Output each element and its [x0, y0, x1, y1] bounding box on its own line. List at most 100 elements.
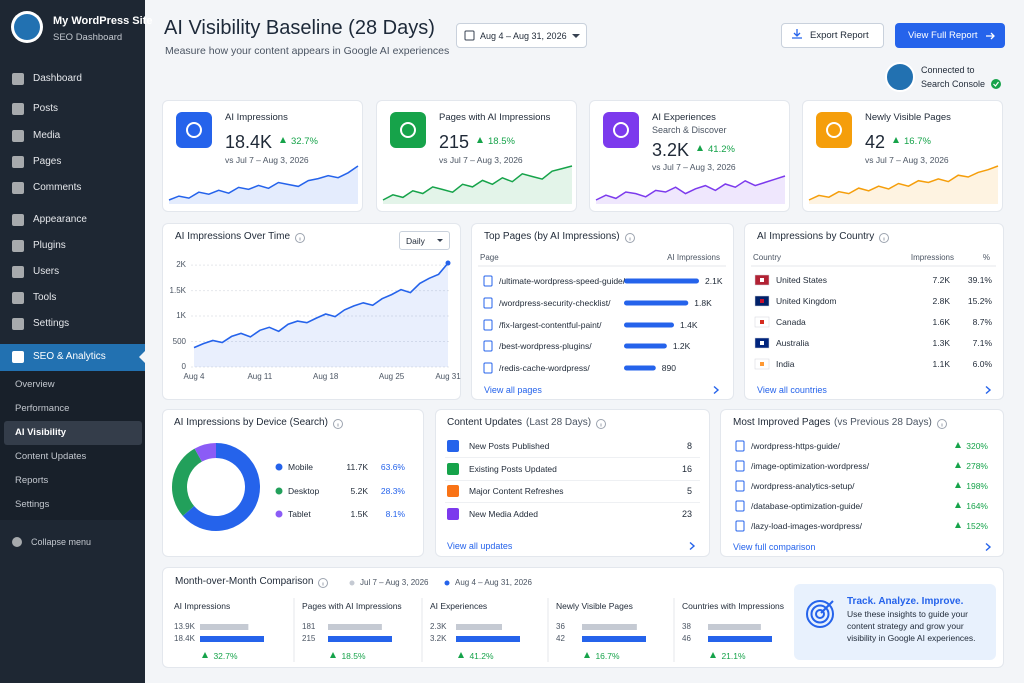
page-path[interactable]: /best-wordpress-plugins/ — [499, 341, 592, 351]
page-change: 164% — [688, 497, 988, 515]
promo-text: Use these insights to guide your content… — [847, 609, 976, 643]
view-all-link[interactable]: View all countries — [757, 385, 827, 395]
kpi-value: 18.4K — [225, 132, 273, 152]
column-header: Country — [753, 253, 782, 262]
menu-item[interactable]: Appearance — [33, 214, 87, 225]
update-label: New Media Added — [469, 509, 538, 519]
country-share: 39.1% — [967, 275, 992, 285]
legend-label: Mobile — [288, 462, 314, 472]
metric-name: AI Impressions — [174, 601, 231, 611]
y-tick-label: 2K — [176, 260, 186, 270]
page-path[interactable]: /wordpress-security-checklist/ — [499, 298, 611, 308]
update-count: 5 — [686, 486, 692, 496]
y-tick-label: 1.5K — [169, 285, 186, 295]
content-updates-card — [435, 409, 710, 557]
connected-check-mark — [993, 81, 999, 87]
date-picker — [456, 23, 587, 48]
submenu-item[interactable]: Performance — [15, 403, 70, 414]
legend-label: Tablet — [288, 509, 311, 519]
legend-label: Desktop — [288, 486, 320, 496]
card-title: Top Pages (by AI Impressions) — [484, 231, 620, 242]
previous-label: 181 — [302, 622, 316, 631]
date-range[interactable]: Aug 4 – Aug 31, 2026 — [480, 31, 567, 41]
device-share: 8.1% — [385, 509, 405, 519]
menu-item[interactable]: Posts — [33, 103, 59, 114]
update-count: 8 — [686, 441, 692, 451]
current-label: 3.2K — [430, 634, 447, 643]
view-all-link[interactable]: View all updates — [447, 541, 513, 551]
menu-item[interactable]: Pages — [33, 156, 62, 167]
column-header: % — [982, 253, 990, 262]
country-card — [744, 223, 1004, 400]
view-all-link[interactable]: View all pages — [484, 385, 542, 395]
value-label: 2.1K — [705, 276, 723, 286]
chart-title: AI Impressions Over Time — [175, 231, 291, 242]
view-all-link[interactable]: View full comparison — [733, 542, 816, 552]
menu-item[interactable]: Tools — [33, 292, 57, 303]
promo-title: Track. Analyze. Improve. — [847, 596, 964, 607]
submenu-item[interactable]: Content Updates — [15, 451, 87, 462]
menu-item[interactable]: Users — [33, 266, 60, 277]
column-header: Page — [480, 253, 499, 262]
kpi-change: 18.5% — [477, 133, 515, 151]
console-logo — [885, 62, 915, 92]
kpi-title: Pages with AI Impressions — [439, 112, 551, 123]
site-name: My WordPress Site — [53, 15, 153, 27]
submenu-item[interactable]: Reports — [15, 475, 49, 486]
kpi-change: 41.2% — [697, 141, 735, 159]
update-count: 23 — [681, 509, 692, 519]
menu-item[interactable]: Dashboard — [33, 73, 82, 84]
submenu-item[interactable]: AI Visibility — [15, 427, 67, 438]
country-name: United Kingdom — [776, 296, 837, 306]
period-select-label[interactable]: Daily — [406, 236, 425, 246]
menu-item[interactable]: Media — [33, 130, 61, 141]
current-label: 18.4K — [174, 634, 195, 643]
page-change: 320% — [688, 437, 988, 455]
kpi-change: 16.7% — [893, 133, 931, 151]
column-header: Impressions — [910, 253, 954, 262]
country-share: 15.2% — [967, 296, 992, 306]
site-tagline: SEO Dashboard — [53, 32, 123, 43]
submenu-item[interactable]: Overview — [15, 379, 55, 390]
country-name: United States — [776, 275, 828, 285]
kpi-title: AI Experiences — [652, 112, 716, 123]
export-report[interactable]: Export Report — [810, 30, 869, 41]
page-change: 152% — [688, 517, 988, 535]
submenu-item[interactable]: Settings — [15, 499, 50, 510]
x-tick-label: Aug 25 — [378, 372, 405, 381]
menu-item[interactable]: Settings — [33, 318, 70, 329]
country-share: 6.0% — [972, 359, 992, 369]
submenu-active — [4, 421, 142, 445]
country-name: India — [776, 359, 795, 369]
previous-label: 2.3K — [430, 622, 447, 631]
menu-item[interactable]: SEO & Analytics — [33, 351, 106, 362]
y-tick-label: 0 — [181, 362, 186, 371]
kpi-value: 3.2K — [652, 140, 690, 160]
legend-label: Jul 7 – Aug 3, 2026 — [360, 578, 429, 587]
page-path[interactable]: /ultimate-wordpress-speed-guide/ — [499, 276, 626, 286]
current-label: 46 — [682, 634, 691, 643]
country-impressions: 1.6K — [932, 317, 951, 327]
connected-label: Connected to — [921, 65, 975, 75]
menu-item[interactable]: Comments — [33, 182, 82, 193]
view-full-report[interactable]: View Full Report — [908, 30, 978, 41]
period-select — [399, 231, 450, 250]
x-tick-label: Aug 18 — [313, 372, 339, 381]
menu-item[interactable]: Plugins — [33, 240, 66, 251]
update-count: 16 — [681, 464, 692, 474]
previous-label: 13.9K — [174, 622, 195, 631]
country-share: 8.7% — [972, 317, 992, 327]
device-share: 28.3% — [380, 486, 405, 496]
kpi-value: 215 — [439, 132, 470, 152]
kpi-value: 42 — [865, 132, 886, 152]
current-label: 215 — [302, 634, 316, 643]
collapse-menu[interactable]: Collapse menu — [31, 537, 92, 547]
kpi-title: AI Impressions — [225, 112, 288, 123]
sidebar — [0, 0, 145, 683]
country-impressions: 2.8K — [932, 296, 951, 306]
kpi-compare: vs Jul 7 – Aug 3, 2026 — [439, 155, 523, 165]
page-path[interactable]: /redis-cache-wordpress/ — [499, 363, 590, 373]
page-path[interactable]: /fix-largest-contentful-paint/ — [499, 320, 602, 330]
x-tick-label: Aug 31 — [435, 372, 461, 381]
